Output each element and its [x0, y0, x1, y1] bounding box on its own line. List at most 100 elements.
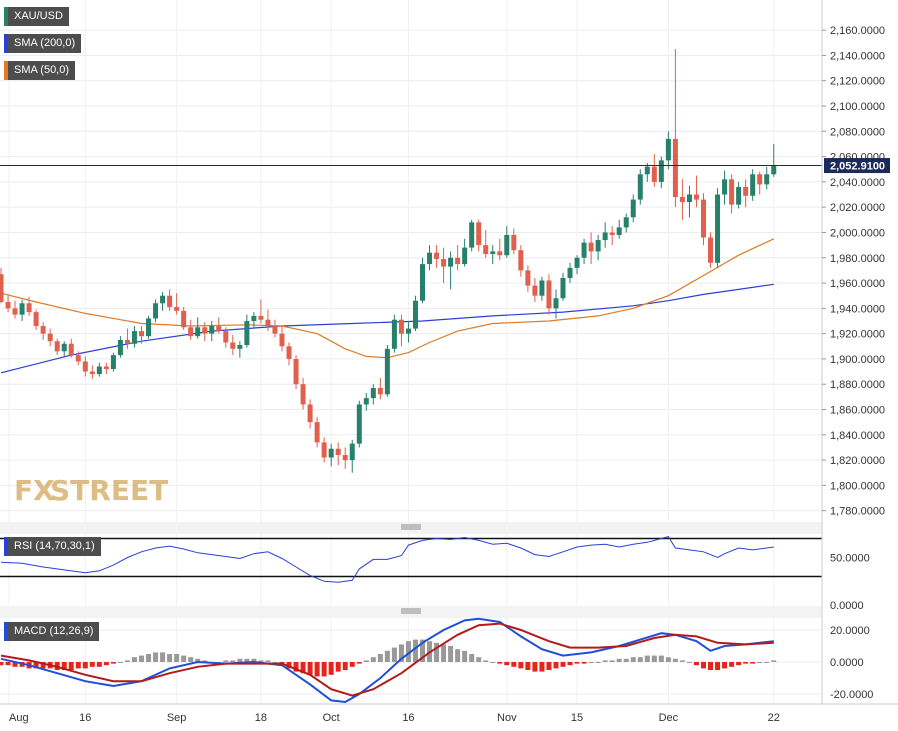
macd-histogram-bar	[110, 662, 116, 664]
candle	[504, 226, 510, 258]
candle	[363, 393, 369, 411]
candle-body	[75, 355, 81, 362]
macd-histogram-bar	[448, 646, 454, 662]
candle	[47, 328, 53, 347]
sma50-line	[0, 238, 775, 359]
candle-body	[560, 277, 566, 299]
rsi-drag-handle-icon[interactable]	[401, 524, 421, 530]
candle	[40, 322, 46, 340]
candle	[237, 341, 243, 358]
macd-splitter[interactable]	[0, 606, 822, 618]
candle	[511, 228, 517, 254]
candle	[131, 326, 137, 348]
candle	[672, 49, 678, 208]
candle-body	[68, 343, 74, 356]
macd-histogram-bar	[146, 654, 152, 662]
candle-body	[328, 448, 334, 458]
candle-body	[679, 197, 685, 203]
x-tick-label: Aug	[9, 712, 29, 724]
macd-histogram-bar	[356, 662, 362, 664]
macd-drag-handle-icon[interactable]	[401, 608, 421, 614]
macd-histogram-bar	[567, 662, 573, 666]
candle-body	[237, 345, 243, 349]
candle-body	[497, 251, 503, 256]
legend-rsi-tag[interactable]: RSI (14,70,30,1)	[4, 537, 101, 556]
macd-histogram-bar	[686, 662, 692, 663]
macd-histogram-bar	[124, 660, 130, 662]
candle-body	[595, 240, 601, 252]
macd-histogram-bar	[764, 662, 770, 663]
legend-macd-tag[interactable]: MACD (12,26,9)	[4, 622, 100, 641]
macd-histogram-bar	[258, 660, 264, 662]
candle	[476, 219, 482, 252]
legend-sma200-tag[interactable]: SMA (200,0)	[4, 34, 82, 53]
candle	[356, 400, 362, 448]
candle	[693, 175, 699, 208]
candle-body	[567, 267, 573, 278]
candle	[307, 399, 313, 429]
candle	[377, 377, 383, 400]
y-tick-label: 2,000.0000	[830, 227, 885, 239]
candle-body	[356, 404, 362, 444]
macd-histogram-bar	[139, 655, 144, 662]
candle	[258, 299, 264, 324]
macd-histogram-bar	[82, 662, 88, 669]
y-tick-label: 1,920.0000	[830, 329, 885, 341]
candle-body	[448, 257, 454, 267]
legend-rsi-label: RSI (14,70,30,1)	[14, 540, 95, 552]
candle-body	[623, 217, 629, 228]
legend-sma50-tag[interactable]: SMA (50,0)	[4, 61, 76, 80]
macd-histogram-bar	[370, 657, 376, 662]
candle	[195, 317, 201, 339]
macd-histogram-bar	[658, 655, 664, 662]
signal-path	[0, 622, 774, 697]
macd-histogram-bar	[729, 662, 735, 667]
candle	[412, 295, 418, 332]
macd-tick-label: -20.0000	[830, 689, 873, 701]
macd-tick-label: 0.0000	[830, 657, 864, 669]
candle-body	[0, 274, 4, 303]
candle	[574, 255, 580, 275]
y-tick-label: 1,880.0000	[830, 379, 885, 391]
candle-body	[181, 310, 187, 328]
rsi-splitter[interactable]	[0, 522, 822, 534]
macd-histogram-bar	[321, 662, 327, 677]
candle-body	[335, 448, 341, 456]
y-tick-label: 1,860.0000	[830, 405, 885, 417]
candle	[33, 309, 39, 330]
candle-body	[61, 343, 67, 352]
candle-body	[665, 138, 671, 161]
candle	[349, 439, 355, 473]
candle	[391, 314, 397, 353]
candle-body	[321, 442, 327, 458]
x-tick-label: 22	[768, 712, 780, 724]
rsi-path	[0, 536, 774, 583]
sma50-swatch	[4, 61, 8, 80]
candle	[12, 300, 18, 319]
candle	[230, 334, 236, 356]
candle-body	[644, 166, 650, 175]
y-tick-label: 2,120.0000	[830, 76, 885, 88]
candle	[89, 365, 95, 380]
candle-body	[202, 327, 208, 334]
candle	[202, 322, 208, 342]
macd-histogram-bar	[251, 658, 257, 662]
candle	[448, 251, 454, 290]
candle	[384, 345, 390, 397]
macd-histogram-bar	[307, 662, 313, 675]
candle	[342, 447, 348, 469]
legend-symbol-tag[interactable]: XAU/USD	[4, 7, 69, 26]
x-tick-label: Sep	[167, 712, 187, 724]
candle-body	[693, 194, 699, 200]
candle-body	[286, 346, 292, 359]
candle	[293, 355, 299, 390]
candle	[715, 188, 721, 268]
macd-histogram-bar	[188, 657, 194, 662]
sma200-swatch	[4, 34, 8, 53]
candle	[82, 356, 88, 377]
candle-body	[715, 194, 721, 263]
candle-body	[490, 251, 496, 254]
candle	[525, 265, 531, 292]
candle	[651, 154, 657, 187]
